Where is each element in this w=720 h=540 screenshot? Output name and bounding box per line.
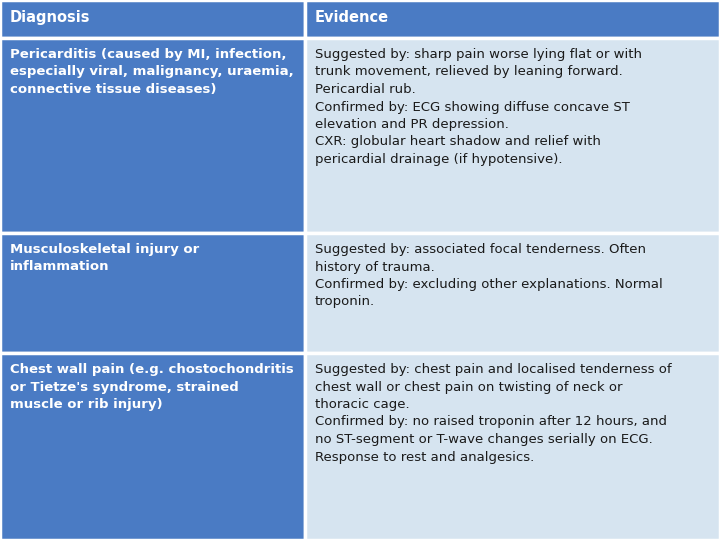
Bar xyxy=(0,38,305,233)
Bar xyxy=(0,233,305,353)
Text: Evidence: Evidence xyxy=(315,10,389,25)
Text: Diagnosis: Diagnosis xyxy=(10,10,91,25)
Bar xyxy=(305,38,720,233)
Bar xyxy=(305,233,720,353)
Bar xyxy=(0,353,305,540)
Text: Suggested by: associated focal tenderness. Often
history of trauma.
Confirmed by: Suggested by: associated focal tendernes… xyxy=(315,243,662,308)
Text: Pericarditis (caused by MI, infection,
especially viral, malignancy, uraemia,
co: Pericarditis (caused by MI, infection, e… xyxy=(10,48,294,96)
Bar xyxy=(305,353,720,540)
Bar xyxy=(0,0,305,38)
Text: Suggested by: chest pain and localised tenderness of
chest wall or chest pain on: Suggested by: chest pain and localised t… xyxy=(315,363,672,463)
Text: Suggested by: sharp pain worse lying flat or with
trunk movement, relieved by le: Suggested by: sharp pain worse lying fla… xyxy=(315,48,642,166)
Text: Musculoskeletal injury or
inflammation: Musculoskeletal injury or inflammation xyxy=(10,243,199,273)
Text: Chest wall pain (e.g. chostochondritis
or Tietze's syndrome, strained
muscle or : Chest wall pain (e.g. chostochondritis o… xyxy=(10,363,294,411)
Bar xyxy=(305,0,720,38)
